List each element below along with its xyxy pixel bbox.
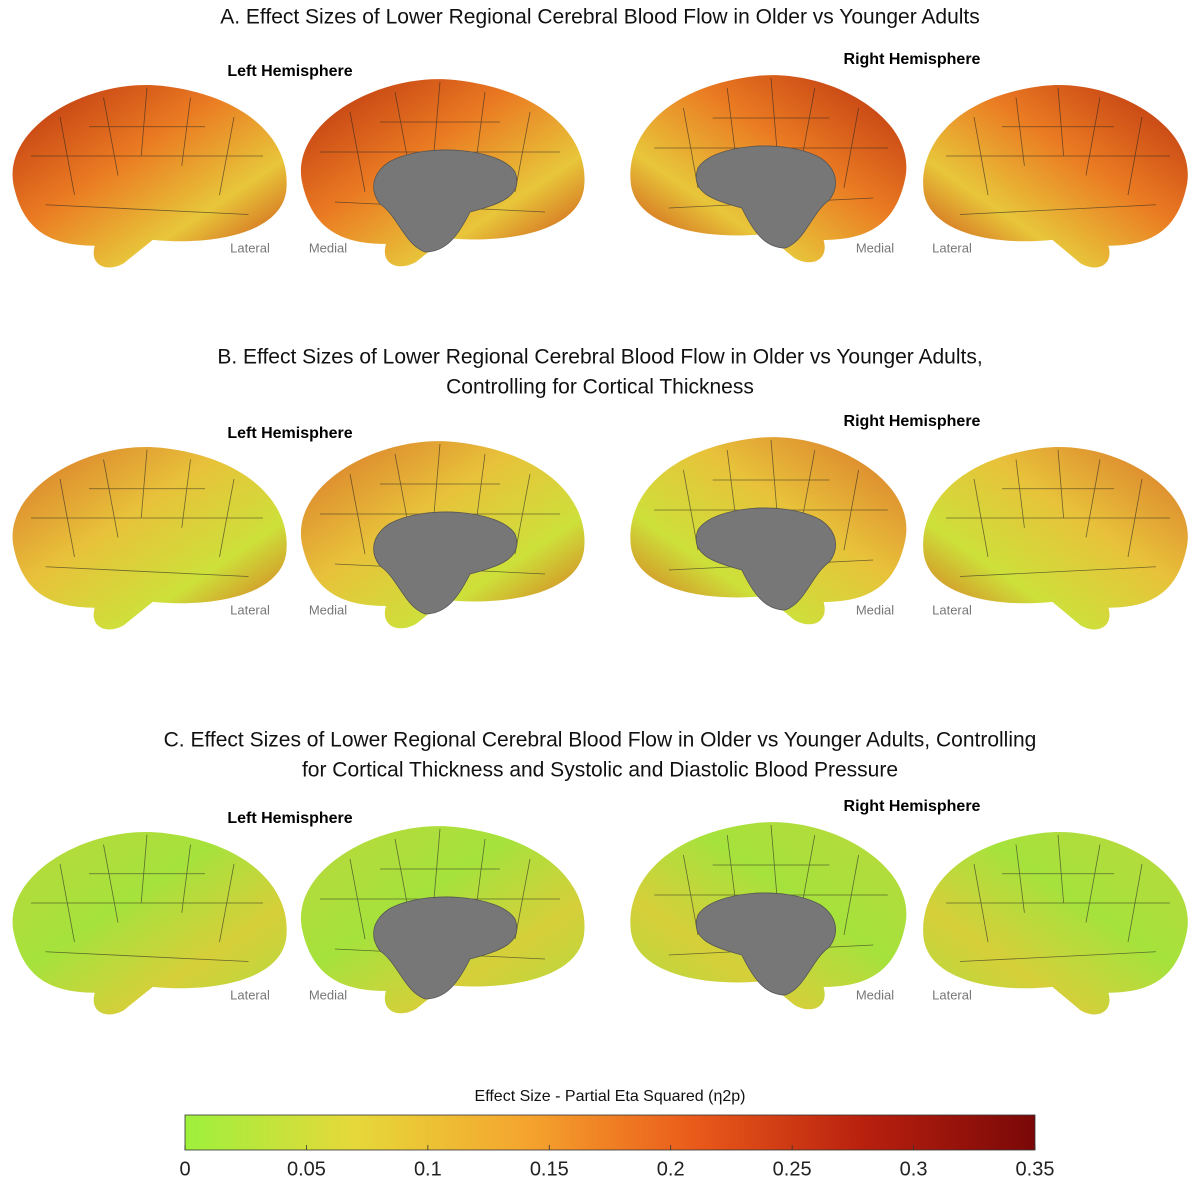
view-label: Lateral bbox=[932, 240, 972, 255]
brain-view bbox=[630, 822, 906, 1009]
colorbar-tick-label: 0.05 bbox=[287, 1158, 326, 1180]
view-label: Medial bbox=[856, 240, 894, 255]
brain-view bbox=[301, 79, 585, 266]
region-borders bbox=[31, 88, 263, 215]
brain-view bbox=[13, 85, 287, 267]
colorbar-tick-label: 0 bbox=[179, 1158, 190, 1180]
medial-wall bbox=[696, 146, 835, 248]
colorbar-tick-label: 0.15 bbox=[530, 1158, 569, 1180]
view-label: Lateral bbox=[932, 602, 972, 617]
panel-title: for Cortical Thickness and Systolic and … bbox=[302, 759, 898, 782]
medial-wall bbox=[374, 897, 517, 999]
medial-wall bbox=[696, 508, 835, 610]
colorbar-tick-label: 0.1 bbox=[414, 1158, 442, 1180]
hemisphere-label: Left Hemisphere bbox=[227, 63, 352, 80]
colorbar-tick-label: 0.25 bbox=[773, 1158, 812, 1180]
hemisphere-label: Right Hemisphere bbox=[844, 798, 981, 815]
panel-title: C. Effect Sizes of Lower Regional Cerebr… bbox=[164, 729, 1037, 752]
view-label: Medial bbox=[309, 602, 347, 617]
brain-view bbox=[13, 832, 287, 1014]
region-borders bbox=[946, 450, 1170, 577]
brain-view bbox=[630, 437, 906, 624]
brain-view bbox=[923, 832, 1188, 1014]
brain-renderings bbox=[13, 75, 1188, 1014]
colorbar-tick-label: 0.3 bbox=[900, 1158, 928, 1180]
panel-title: A. Effect Sizes of Lower Regional Cerebr… bbox=[220, 6, 980, 29]
medial-wall bbox=[374, 512, 517, 614]
cortex-surface bbox=[12, 446, 287, 630]
panel-title: B. Effect Sizes of Lower Regional Cerebr… bbox=[217, 346, 982, 369]
hemisphere-label: Right Hemisphere bbox=[844, 51, 981, 68]
colorbar-tick-label: 0.2 bbox=[657, 1158, 685, 1180]
panel-title: Controlling for Cortical Thickness bbox=[446, 376, 754, 399]
view-label: Medial bbox=[309, 987, 347, 1002]
medial-wall bbox=[696, 893, 835, 995]
brain-view bbox=[923, 447, 1188, 629]
cortex-surface bbox=[12, 831, 287, 1015]
brain-view bbox=[301, 826, 585, 1013]
view-label: Lateral bbox=[230, 987, 270, 1002]
cortex-surface bbox=[923, 446, 1188, 630]
view-label: Lateral bbox=[230, 602, 270, 617]
medial-wall bbox=[374, 150, 517, 252]
region-borders bbox=[31, 835, 263, 962]
hemisphere-label: Left Hemisphere bbox=[227, 810, 352, 827]
brain-view bbox=[630, 75, 906, 262]
region-borders bbox=[31, 450, 263, 577]
hemisphere-label: Right Hemisphere bbox=[844, 413, 981, 430]
brain-view bbox=[301, 441, 585, 628]
colorbar-label: Effect Size - Partial Eta Squared (η2p) bbox=[475, 1088, 746, 1105]
brain-view bbox=[13, 447, 287, 629]
brain-view bbox=[923, 85, 1188, 267]
colorbar bbox=[184, 1114, 1036, 1151]
colorbar-tick-label: 0.35 bbox=[1016, 1158, 1055, 1180]
view-label: Medial bbox=[856, 602, 894, 617]
view-label: Lateral bbox=[230, 240, 270, 255]
view-label: Medial bbox=[856, 987, 894, 1002]
view-label: Medial bbox=[309, 240, 347, 255]
cortex-surface bbox=[923, 831, 1188, 1015]
cortex-surface bbox=[923, 84, 1188, 268]
region-borders bbox=[946, 835, 1170, 962]
cortex-surface bbox=[12, 84, 287, 268]
view-label: Lateral bbox=[932, 987, 972, 1002]
region-borders bbox=[946, 88, 1170, 215]
hemisphere-label: Left Hemisphere bbox=[227, 425, 352, 442]
